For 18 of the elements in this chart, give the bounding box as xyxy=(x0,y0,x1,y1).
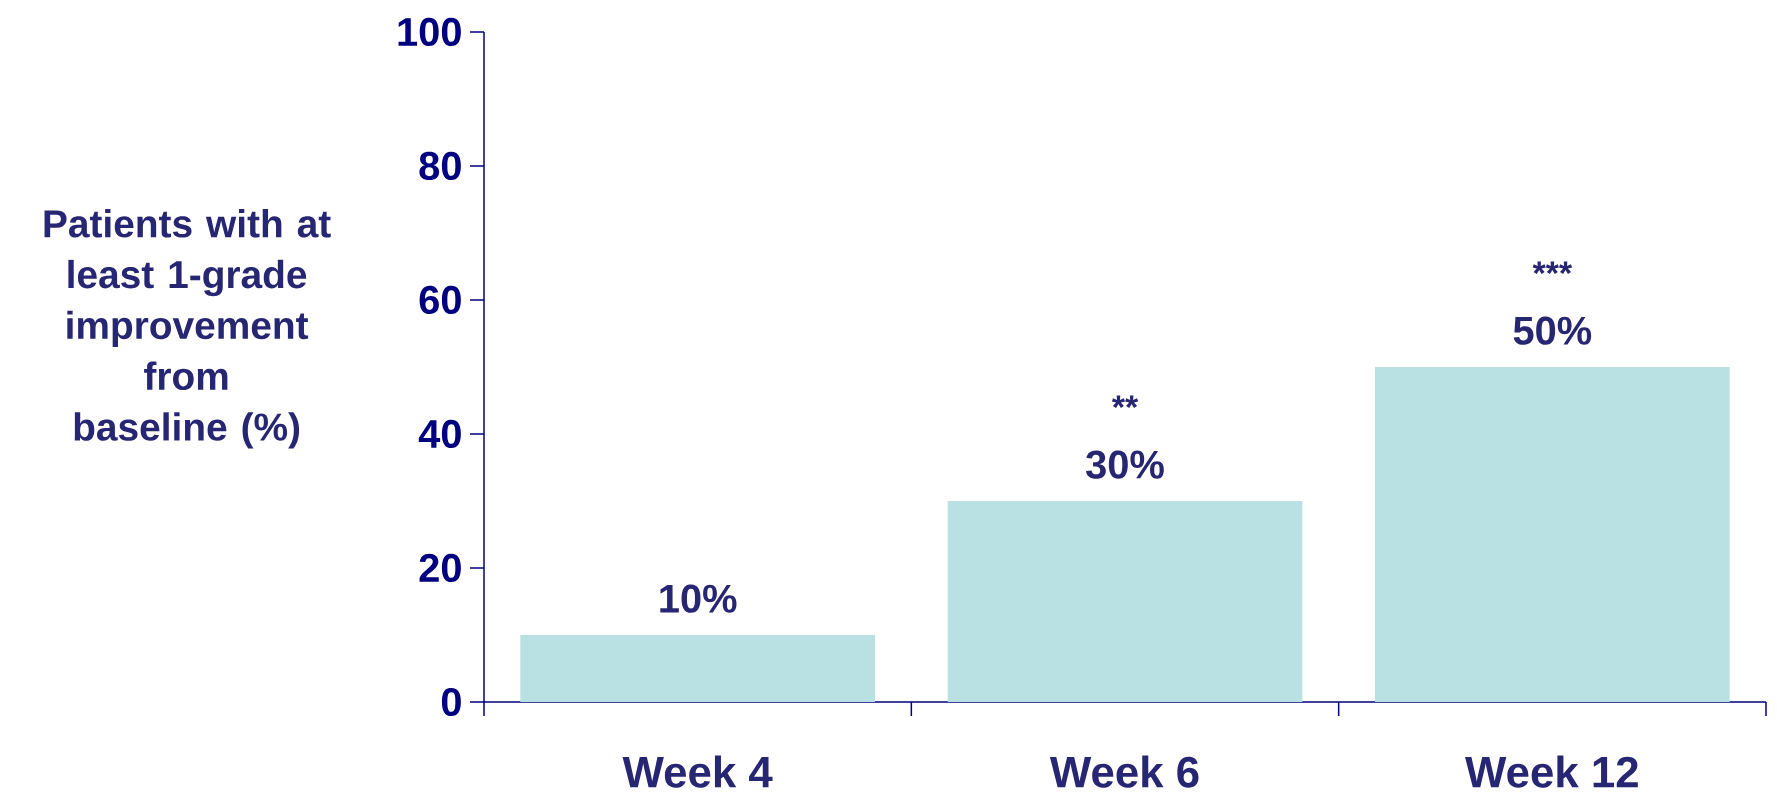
y-tick-label: 20 xyxy=(419,553,461,583)
y-tick-label: 0 xyxy=(441,687,461,717)
x-tick-label: Week 4 xyxy=(622,755,773,788)
y-axis-title: Patients with at least 1-grade improvement from baseline (%) xyxy=(44,209,331,449)
data-label: 30% xyxy=(1086,450,1164,479)
data-label: 10% xyxy=(660,584,737,613)
y-tick-label: 80 xyxy=(419,151,461,181)
bar xyxy=(520,634,876,702)
x-tick-label: Week 6 xyxy=(1049,755,1199,788)
y-tick-label: 100 xyxy=(398,17,461,47)
bar xyxy=(947,500,1303,702)
annotation: *** xyxy=(1532,261,1573,275)
bar xyxy=(1374,366,1730,702)
y-tick-label: 40 xyxy=(418,419,461,449)
y-tick-label: 60 xyxy=(419,285,461,315)
annotation: ** xyxy=(1111,395,1139,409)
x-tick-label: Week 12 xyxy=(1465,755,1638,788)
data-label: 50% xyxy=(1513,316,1592,345)
